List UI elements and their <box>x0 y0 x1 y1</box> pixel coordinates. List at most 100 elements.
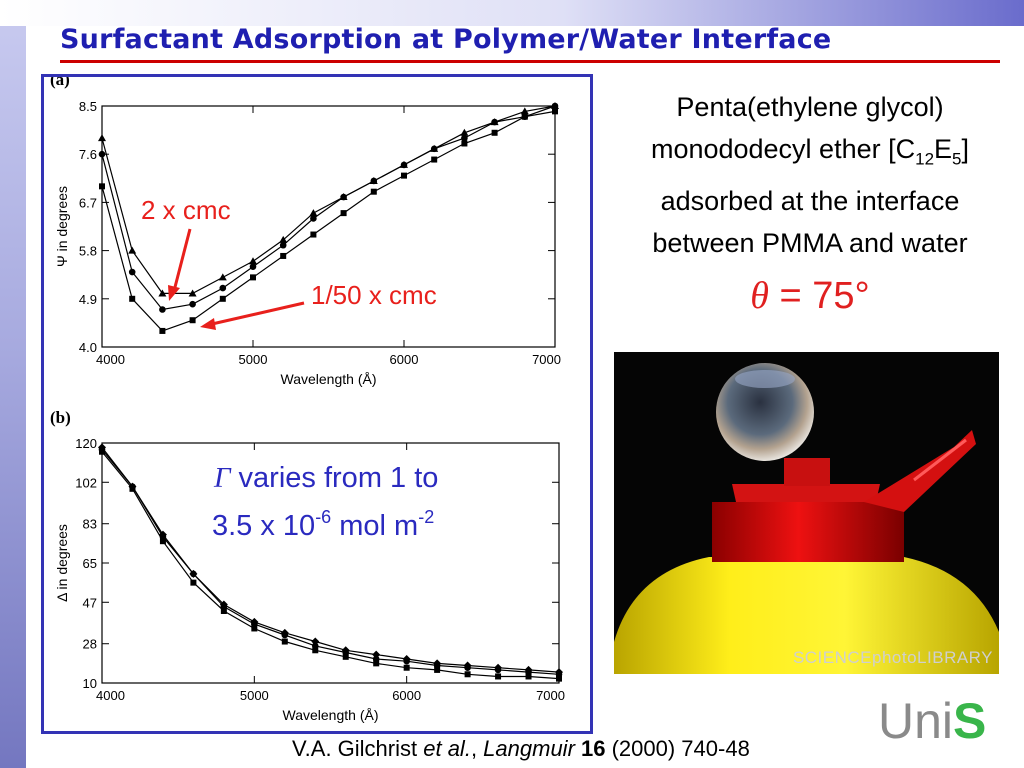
annotation-arrowhead-1-50-cmc <box>200 318 216 330</box>
x-tick-label: 6000 <box>390 352 419 367</box>
droplet-photo-graphic <box>614 352 999 674</box>
data-point-triangle <box>158 289 167 297</box>
y-tick-label: 6.7 <box>79 195 97 210</box>
y-tick-label: 120 <box>75 436 97 451</box>
annotation-1-50-cmc: 1/50 x cmc <box>311 280 437 310</box>
logo-uni: Uni <box>878 693 954 749</box>
x-tick-label: 4000 <box>96 352 125 367</box>
data-point-square <box>129 295 136 302</box>
data-point-square <box>434 666 441 673</box>
data-point-square <box>556 675 562 682</box>
annotation-arrowhead-2x-cmc <box>168 285 180 301</box>
citation-journal: Langmuir <box>483 736 575 761</box>
data-point-circle <box>461 134 468 142</box>
y-tick-label: 28 <box>83 637 97 652</box>
data-point-square <box>190 579 197 586</box>
data-point-square <box>373 660 380 667</box>
data-point-triangle <box>309 209 318 217</box>
series-line-diamond <box>101 447 560 673</box>
theta-symbol: θ <box>750 275 769 317</box>
x-tick-label: 6000 <box>392 688 421 703</box>
data-point-circle <box>430 145 438 153</box>
slide-title: Surfactant Adsorption at Polymer/Water I… <box>60 24 832 55</box>
y-axis-title: Ψ in degrees <box>54 186 70 267</box>
data-point-circle <box>189 300 196 308</box>
data-point-triangle <box>128 246 137 254</box>
data-point-square <box>280 252 287 259</box>
data-point-square <box>340 210 347 217</box>
gamma-superscript: -2 <box>418 507 434 527</box>
x-tick-label: 5000 <box>239 352 268 367</box>
x-tick-label: 7000 <box>532 352 561 367</box>
data-point-circle <box>128 268 136 276</box>
desc-line-1: Penta(ethylene glycol) <box>676 92 944 122</box>
annotation-gamma-line2: 3.5 x 10-6 mol m-2 <box>212 507 434 542</box>
desc-line-2: monododecyl ether [C12E5] <box>603 128 1017 180</box>
series-line-square <box>101 451 560 680</box>
annotation-gamma-line1: Γ varies from 1 to <box>213 462 438 494</box>
y-tick-label: 5.8 <box>79 244 97 259</box>
data-point-square <box>219 295 226 302</box>
annotation-arrow-2x-cmc <box>172 228 192 292</box>
series-line-circle <box>101 105 556 311</box>
data-point-circle <box>400 161 408 169</box>
x-axis-title: Wavelength (Å) <box>281 371 377 387</box>
panel-label: (a) <box>50 77 70 89</box>
data-point-square <box>99 448 105 455</box>
data-point-square <box>220 608 227 614</box>
y-tick-label: 8.5 <box>79 99 97 114</box>
data-point-triangle <box>460 128 469 136</box>
data-point-circle <box>310 215 317 222</box>
contact-angle: θ = 75° <box>700 274 920 318</box>
data-point-square <box>312 647 319 654</box>
data-point-square <box>251 625 258 632</box>
x-tick-label: 5000 <box>240 688 269 703</box>
photo-credit: SCIENCEphotoLIBRARY <box>792 648 993 667</box>
data-point-triangle <box>520 107 529 115</box>
data-point-square <box>521 113 528 120</box>
series-line-triangle <box>101 105 556 294</box>
data-point-circle <box>464 664 471 672</box>
data-point-circle <box>219 284 227 292</box>
citation-sep: , <box>470 736 484 761</box>
data-point-square <box>461 140 468 147</box>
title-underline <box>60 60 1000 63</box>
data-point-circle <box>249 263 257 270</box>
y-tick-label: 4.9 <box>79 292 97 307</box>
gamma-superscript: -6 <box>315 507 331 527</box>
data-point-circle <box>98 150 106 158</box>
data-point-square <box>342 653 349 660</box>
data-point-circle <box>279 241 287 249</box>
desc-line-3: adsorbed at the interface <box>660 186 960 217</box>
desc-line-2-post: ] <box>961 134 970 164</box>
desc-line-4: between PMMA and water <box>652 228 968 259</box>
data-point-square <box>464 671 471 678</box>
desc-sub-12: 12 <box>915 149 935 169</box>
data-point-square <box>99 183 105 190</box>
gamma-symbol: Γ <box>213 462 232 494</box>
data-point-square <box>431 156 438 163</box>
data-point-square <box>281 638 288 645</box>
data-point-square <box>495 673 502 680</box>
y-axis-title: Δ in degrees <box>54 524 70 602</box>
series-line-circle <box>101 449 560 675</box>
data-point-square <box>129 485 136 492</box>
citation-rest: (2000) 740-48 <box>605 736 750 761</box>
data-point-square <box>159 327 166 334</box>
droplet-photo: SCIENCEphotoLIBRARY <box>614 352 999 674</box>
unis-logo: UniS <box>878 692 986 750</box>
data-point-square <box>403 664 410 671</box>
citation-volume: 16 <box>574 736 606 761</box>
theta-value: 75° <box>812 275 870 317</box>
data-point-triangle <box>218 273 227 281</box>
gamma-text-part: mol m <box>331 510 418 542</box>
citation-authors: V.A. Gilchrist <box>292 736 424 761</box>
chart-frame: (a) 8.5 7.6 6.7 5.8 4.9 4.0 4000 5000 6000 7000 Wav… <box>41 74 593 734</box>
y-tick-label: 10 <box>83 676 97 691</box>
x-tick-label: 4000 <box>96 688 125 703</box>
data-point-circle <box>403 657 410 665</box>
data-point-square <box>189 317 196 324</box>
